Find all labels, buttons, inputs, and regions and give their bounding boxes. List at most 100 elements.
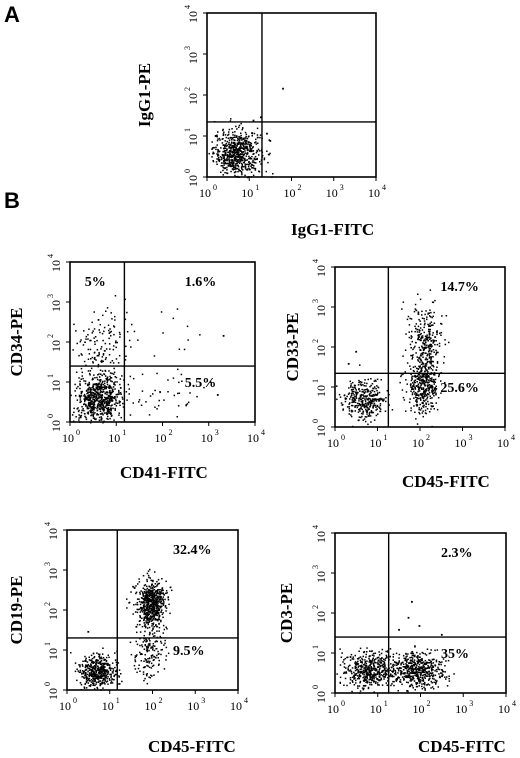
data-point bbox=[87, 338, 89, 340]
data-point bbox=[186, 325, 189, 328]
y-tick-exponent: 3 bbox=[311, 299, 320, 303]
data-point bbox=[435, 349, 437, 352]
data-point bbox=[211, 156, 213, 158]
data-point bbox=[242, 141, 244, 144]
data-point bbox=[352, 681, 354, 683]
y-tick-label: 10 bbox=[314, 611, 328, 623]
data-point bbox=[96, 349, 99, 351]
data-point bbox=[237, 158, 239, 161]
data-point bbox=[428, 388, 430, 391]
data-point bbox=[237, 138, 239, 141]
data-point bbox=[405, 333, 407, 335]
data-point bbox=[115, 661, 118, 664]
data-point bbox=[139, 616, 141, 618]
data-point bbox=[359, 647, 362, 650]
data-point bbox=[367, 423, 369, 426]
data-point bbox=[152, 645, 154, 647]
data-point bbox=[103, 398, 105, 401]
data-point bbox=[352, 392, 354, 395]
data-point bbox=[107, 399, 109, 402]
data-point bbox=[87, 348, 90, 351]
data-point bbox=[237, 170, 239, 173]
data-point bbox=[124, 359, 127, 361]
data-point bbox=[167, 391, 169, 393]
data-point bbox=[434, 374, 436, 376]
data-point bbox=[401, 308, 403, 310]
data-point bbox=[432, 386, 434, 388]
data-point bbox=[162, 589, 164, 592]
data-point bbox=[404, 667, 407, 669]
data-point bbox=[370, 410, 373, 412]
data-point bbox=[104, 342, 107, 345]
data-point bbox=[156, 619, 158, 621]
data-point bbox=[240, 132, 242, 134]
data-point bbox=[421, 382, 423, 384]
data-point bbox=[146, 599, 149, 601]
data-point bbox=[423, 342, 426, 345]
data-point bbox=[424, 392, 426, 395]
data-point bbox=[92, 398, 94, 401]
data-point bbox=[368, 657, 370, 660]
data-point bbox=[363, 395, 365, 398]
data-point bbox=[414, 411, 416, 413]
data-point bbox=[427, 665, 429, 667]
data-point bbox=[377, 386, 380, 389]
data-point bbox=[87, 670, 89, 673]
data-point bbox=[366, 660, 368, 662]
data-point bbox=[369, 399, 372, 401]
data-point bbox=[252, 167, 254, 169]
data-point bbox=[375, 387, 377, 390]
data-point bbox=[360, 384, 362, 387]
data-point bbox=[99, 379, 102, 381]
data-point bbox=[162, 599, 164, 602]
data-point bbox=[428, 336, 431, 338]
data-point bbox=[361, 403, 364, 406]
data-point bbox=[137, 339, 139, 341]
data-point bbox=[86, 661, 89, 663]
data-point bbox=[428, 673, 431, 675]
data-point bbox=[101, 383, 103, 385]
data-point bbox=[369, 664, 371, 667]
data-point bbox=[389, 669, 392, 671]
data-point bbox=[222, 169, 224, 172]
data-point bbox=[422, 671, 424, 674]
data-point bbox=[442, 658, 445, 660]
x-axis-label: CD45-FITC bbox=[148, 737, 236, 756]
data-point bbox=[228, 150, 231, 152]
x-tick-label: 10 bbox=[455, 436, 467, 450]
data-point bbox=[103, 658, 105, 661]
data-point bbox=[222, 128, 224, 131]
data-point bbox=[255, 162, 257, 164]
data-point bbox=[370, 668, 372, 670]
data-point bbox=[428, 324, 430, 327]
data-point bbox=[90, 367, 93, 370]
data-point bbox=[369, 394, 371, 397]
data-point bbox=[73, 323, 75, 326]
data-point bbox=[141, 373, 144, 376]
data-point bbox=[96, 376, 98, 379]
data-point bbox=[380, 662, 382, 664]
data-point bbox=[148, 649, 150, 652]
data-point bbox=[101, 408, 103, 410]
data-point bbox=[379, 398, 381, 400]
data-point bbox=[77, 670, 79, 672]
data-point bbox=[407, 658, 409, 660]
data-point bbox=[150, 647, 152, 649]
data-point bbox=[234, 131, 236, 133]
data-point bbox=[230, 161, 232, 163]
data-point bbox=[162, 592, 164, 594]
data-point bbox=[85, 664, 87, 667]
data-point bbox=[249, 149, 251, 152]
data-point bbox=[429, 666, 432, 668]
data-point bbox=[408, 672, 410, 675]
data-point bbox=[234, 168, 236, 170]
data-point bbox=[110, 330, 112, 333]
data-point bbox=[70, 394, 72, 397]
data-point bbox=[403, 679, 405, 681]
data-point bbox=[177, 405, 180, 407]
data-point bbox=[148, 589, 150, 592]
data-point bbox=[416, 405, 418, 407]
data-point bbox=[93, 395, 95, 397]
data-point bbox=[369, 678, 372, 681]
data-point bbox=[359, 656, 362, 658]
